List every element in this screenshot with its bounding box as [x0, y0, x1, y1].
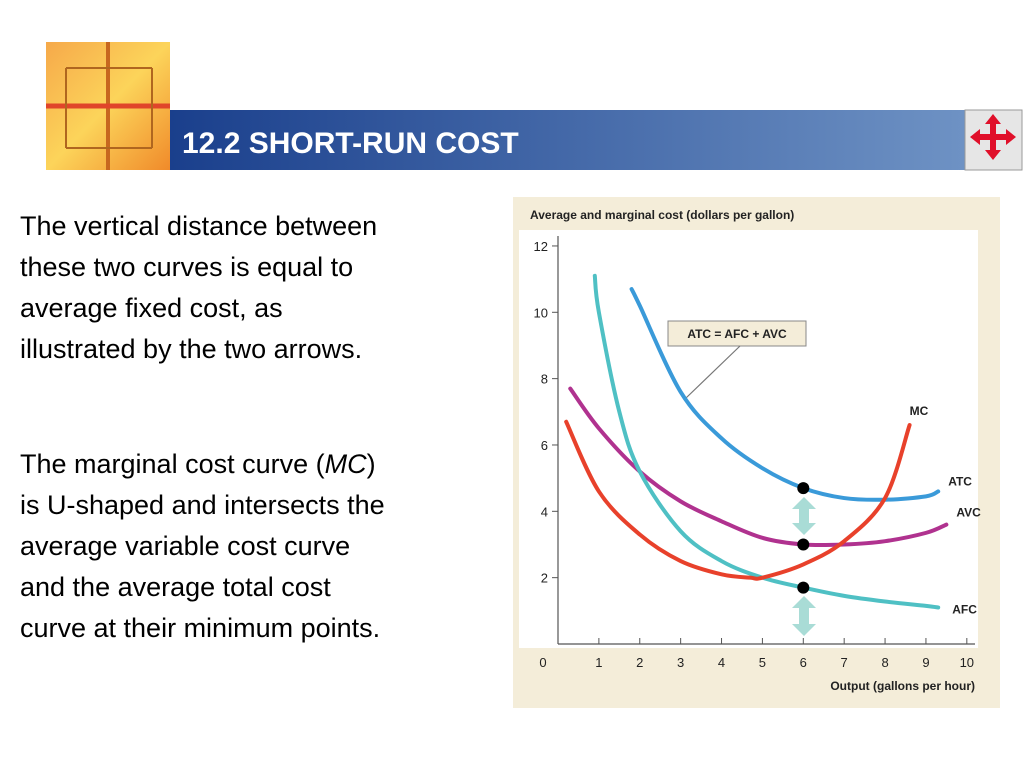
y-tick-label: 12	[534, 239, 548, 254]
x-tick-label: 5	[759, 655, 766, 670]
body-line: these two curves is equal to	[20, 252, 353, 282]
body-line: The vertical distance between	[20, 211, 377, 241]
body-line: curve at their minimum points.	[20, 613, 380, 643]
series-label: AFC	[952, 603, 977, 617]
y-tick-label: 4	[541, 504, 548, 519]
y-tick-label: 10	[534, 305, 548, 320]
annotation-leader	[685, 345, 741, 399]
body-line: average fixed cost, as	[20, 293, 283, 323]
x-tick-label: 1	[595, 655, 602, 670]
x-tick-label: 7	[841, 655, 848, 670]
x-axis-label: Output (gallons per hour)	[830, 679, 975, 693]
x-tick-label: 10	[960, 655, 974, 670]
series-label: ATC	[948, 474, 972, 488]
chart-title: Average and marginal cost (dollars per g…	[530, 208, 794, 222]
annotation-box	[667, 320, 807, 347]
y-tick-label: 8	[541, 372, 548, 387]
x-tick-label: 6	[800, 655, 807, 670]
line-afc	[592, 273, 941, 610]
plot-area	[519, 230, 978, 648]
x-tick-label: 3	[677, 655, 684, 670]
annotation: ATC = AFC + AVC	[687, 327, 787, 341]
highlight-dot	[797, 482, 810, 495]
line-avc	[568, 386, 949, 548]
nav-icon[interactable]	[964, 109, 1023, 171]
line-mc	[564, 419, 912, 581]
body-line: The marginal cost curve (MC)	[20, 449, 376, 479]
afc-arrows	[792, 497, 816, 636]
y-tick-label: 2	[541, 571, 548, 586]
highlight-dot	[797, 581, 810, 594]
body-text-part: MC	[325, 449, 367, 479]
header-title: 12.2 SHORT-RUN COST	[182, 127, 519, 160]
highlight-dot	[797, 538, 810, 551]
x-tick-label: 8	[881, 655, 888, 670]
x-tick-label: 4	[718, 655, 725, 670]
header-bar	[170, 110, 965, 170]
y-tick-label: 6	[541, 438, 548, 453]
x-tick-label: 2	[636, 655, 643, 670]
body-line: illustrated by the two arrows.	[20, 334, 362, 364]
x-tick-label: 9	[922, 655, 929, 670]
body-text-part: )	[367, 449, 376, 479]
body-line: average variable cost curve	[20, 531, 350, 561]
body-line: and the average total cost	[20, 572, 331, 602]
series-label: MC	[910, 404, 929, 418]
header-logo	[46, 42, 170, 170]
body-text-part: The marginal cost curve (	[20, 449, 325, 479]
series-label: AVC	[956, 506, 981, 520]
x-tick-label: 0	[539, 655, 546, 670]
line-atc	[629, 287, 941, 502]
body-line: is U-shaped and intersects the	[20, 490, 385, 520]
